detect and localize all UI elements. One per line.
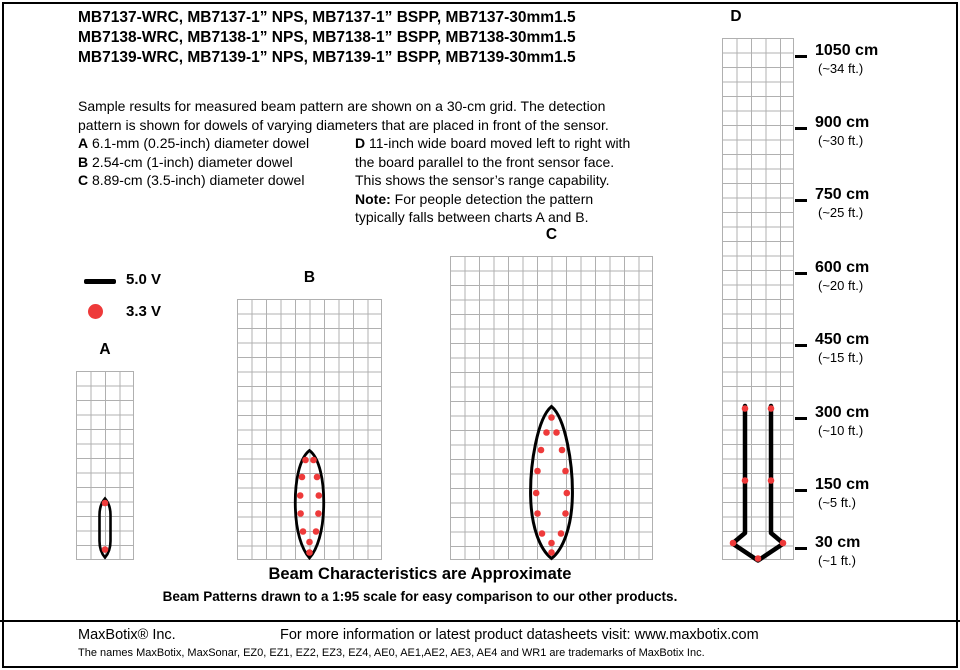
scale-ft-label: (~20 ft.) (818, 278, 864, 293)
scale-tick (795, 127, 807, 130)
scale-entry-30: 30 cm (~1 ft.) (793, 534, 958, 574)
legend-text: 2.54-cm (1-inch) diameter dowel (92, 153, 293, 170)
5v-label: 5.0 V (126, 271, 162, 288)
footer-divider (0, 620, 960, 622)
scale-cm-label: 150 cm (815, 476, 870, 493)
scale-ft-label: (~15 ft.) (818, 350, 864, 365)
legend-key: C (78, 172, 89, 188)
product-title: MB7137-WRC, MB7137-1” NPS, MB7137-1” BSP… (78, 8, 576, 68)
scale-ft-label: (~25 ft.) (818, 205, 864, 220)
scale-ft-label: (~10 ft.) (818, 423, 864, 438)
chart-label-a: A (99, 341, 111, 358)
legend-item-d-line3: This shows the sensor’s range capability… (355, 172, 610, 188)
scale-cm-label: 30 cm (815, 534, 861, 551)
scale-entry-300: 300 cm (~10 ft.) (793, 404, 958, 444)
note-label: Note: (355, 190, 391, 207)
scale-tick (795, 489, 807, 492)
beam-grid-c (450, 256, 653, 560)
note-text: For people detection the pattern (394, 190, 594, 207)
company-name: MaxBotix® Inc. (78, 627, 176, 643)
trademark-text: The names MaxBotix, MaxSonar, EZ0, EZ1, … (78, 647, 705, 659)
scale-entry-1050: 1050 cm (~34 ft.) (793, 42, 958, 82)
beam-grid-d (722, 38, 794, 560)
footer-info-text: For more information or latest product d… (280, 627, 759, 643)
description-line: Sample results for measured beam pattern… (78, 98, 606, 114)
scale-entry-150: 150 cm (~5 ft.) (793, 476, 958, 516)
scale-cm-label: 900 cm (815, 114, 870, 131)
scale-cm-label: 450 cm (815, 331, 870, 348)
3v-dot-symbol (88, 304, 103, 319)
dowel-legend: A 6.1-mm (0.25-inch) diameter dowel B 2.… (78, 134, 309, 190)
beam-grid-b (237, 299, 382, 560)
scale-entry-750: 750 cm (~25 ft.) (793, 186, 958, 226)
scale-cm-label: 600 cm (815, 259, 870, 276)
scale-cm-label: 750 cm (815, 186, 870, 203)
legend-text: 11-inch wide board moved left to right w… (369, 135, 631, 151)
3v-label: 3.3 V (126, 303, 162, 320)
chart-label-d: D (730, 8, 742, 25)
scale-ft-label: (~34 ft.) (818, 61, 864, 76)
note-line2: typically falls between charts A and B. (355, 209, 589, 225)
title-line: MB7139-WRC, MB7139-1” NPS, MB7139-1” BSP… (78, 49, 576, 66)
legend-key: B (78, 153, 89, 170)
scale-ft-label: (~1 ft.) (818, 553, 856, 568)
legend-item-a: A 6.1-mm (0.25-inch) diameter dowel (78, 134, 309, 153)
legend-item-b: B 2.54-cm (1-inch) diameter dowel (78, 153, 309, 172)
legend-item-d: D 11-inch wide board moved left to right… (355, 134, 630, 153)
scale-entry-900: 900 cm (~30 ft.) (793, 114, 958, 154)
chart-label-b: B (303, 269, 316, 286)
chart-label-c: C (545, 226, 558, 243)
title-line: MB7138-WRC, MB7138-1” NPS, MB7138-1” BSP… (78, 29, 576, 46)
legend-key: A (78, 135, 89, 151)
beam-grid-a (76, 371, 134, 560)
scale-cm-label: 300 cm (815, 404, 870, 421)
legend-item-c: C 8.89-cm (3.5-inch) diameter dowel (78, 171, 309, 190)
board-legend: D 11-inch wide board moved left to right… (355, 134, 630, 227)
legend-key: D (355, 135, 366, 151)
scale-entry-450: 450 cm (~15 ft.) (793, 331, 958, 371)
description: Sample results for measured beam pattern… (78, 97, 609, 134)
legend-text: 6.1-mm (0.25-inch) diameter dowel (92, 135, 310, 151)
5v-line-symbol (84, 279, 116, 284)
scale-entry-600: 600 cm (~20 ft.) (793, 259, 958, 299)
scale-comparison-note: Beam Patterns drawn to a 1:95 scale for … (162, 589, 678, 604)
scale-cm-label: 1050 cm (815, 42, 879, 59)
approximate-note: Beam Characteristics are Approximate (268, 565, 572, 583)
scale-tick (795, 272, 807, 275)
legend-text: 8.89-cm (3.5-inch) diameter dowel (92, 172, 305, 188)
note-line1: Note: For people detection the pattern (355, 190, 630, 209)
title-line: MB7137-WRC, MB7137-1” NPS, MB7137-1” BSP… (78, 9, 576, 26)
scale-tick (795, 55, 807, 58)
scale-ft-label: (~5 ft.) (818, 495, 856, 510)
scale-ft-label: (~30 ft.) (818, 133, 864, 148)
scale-tick (795, 344, 807, 347)
scale-tick (795, 199, 807, 202)
description-line: pattern is shown for dowels of varying d… (78, 116, 609, 133)
scale-tick (795, 547, 807, 550)
legend-item-d-line2: the board parallel to the front sensor f… (355, 153, 615, 170)
scale-tick (795, 417, 807, 420)
